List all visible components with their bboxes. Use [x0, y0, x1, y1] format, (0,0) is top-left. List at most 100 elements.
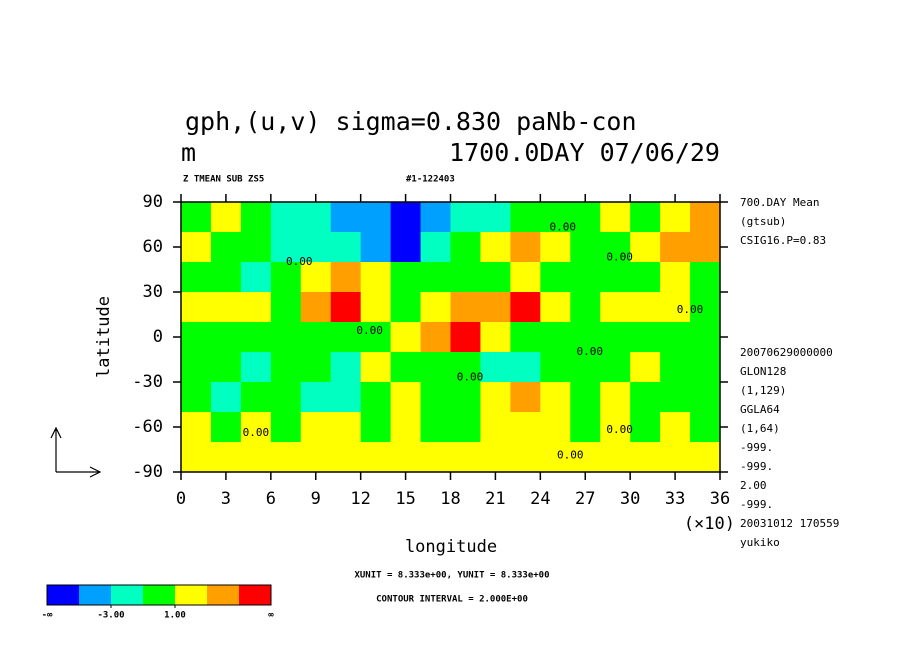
- field-cell: [510, 382, 541, 413]
- field-cell: [480, 352, 511, 383]
- field-cell: [510, 412, 541, 443]
- field-cell: [600, 412, 631, 443]
- field-cell: [181, 292, 212, 323]
- field-cell: [390, 262, 422, 293]
- field-cell: [600, 322, 631, 353]
- contour-label: 0.00: [606, 423, 633, 436]
- field-cell: [510, 232, 541, 263]
- x-tick-label: 27: [575, 489, 595, 509]
- field-cell: [690, 202, 721, 233]
- y-axis-label: latitude: [94, 296, 114, 378]
- field-cell: [210, 202, 242, 233]
- field-cell: [450, 262, 481, 293]
- field-cell: [210, 322, 242, 353]
- units: m: [181, 138, 196, 167]
- field-cell: [330, 412, 362, 443]
- field-cell: [450, 232, 481, 263]
- info-text: (1,129): [740, 384, 786, 397]
- field-cell: [690, 352, 721, 383]
- field-cell: [360, 262, 392, 293]
- field-cell: [360, 292, 392, 323]
- field-cell: [600, 382, 631, 413]
- field-cell: [181, 232, 212, 263]
- field-cell: [540, 262, 571, 293]
- field-cell: [630, 322, 661, 353]
- field-cell: [480, 412, 511, 443]
- field-cell: [270, 352, 302, 383]
- field-cell: [270, 232, 302, 263]
- field-cell: [660, 232, 691, 263]
- field-cell: [540, 382, 571, 413]
- field-cell: [570, 232, 601, 263]
- info-text: -999.: [740, 498, 773, 511]
- x-tick-label: 12: [350, 489, 370, 509]
- field-cell: [600, 292, 631, 323]
- colorbar-label: 1.00: [164, 611, 186, 621]
- contour-label: 0.00: [677, 303, 704, 316]
- field-cell: [690, 412, 721, 443]
- x-tick-label: 18: [440, 489, 460, 509]
- field-cell: [570, 202, 601, 233]
- info-text: 20031012 170559: [740, 517, 839, 530]
- field-cell: [540, 352, 571, 383]
- field-cell: [690, 322, 721, 353]
- field-cell: [210, 382, 242, 413]
- field-cell: [360, 382, 392, 413]
- field-cell: [300, 352, 332, 383]
- field-cell: [540, 322, 571, 353]
- field-cell: [570, 382, 601, 413]
- colorbar-frame: [46, 584, 272, 606]
- field-cell: [240, 412, 272, 443]
- field-cell: [420, 202, 451, 233]
- field-cell: [420, 262, 451, 293]
- field-cell: [181, 442, 212, 473]
- field-cell: [300, 382, 332, 413]
- field-cell: [270, 262, 302, 293]
- field-cell: [660, 322, 691, 353]
- x-multiplier: (×10): [684, 514, 735, 534]
- info-text: yukiko: [740, 536, 780, 549]
- info-text: 20070629000000: [740, 346, 833, 359]
- field-cell: [660, 262, 691, 293]
- field-cell: [420, 232, 451, 263]
- field-cell: [240, 232, 272, 263]
- field-cell: [690, 262, 721, 293]
- x-tick-label: 15: [395, 489, 415, 509]
- field-cell: [330, 262, 362, 293]
- field-cell: [420, 322, 451, 353]
- colorbar-box: [175, 585, 207, 605]
- field-cell: [480, 232, 511, 263]
- field-cell: [480, 322, 511, 353]
- field-cell: [300, 322, 332, 353]
- field-cell: [600, 262, 631, 293]
- field-cell: [270, 412, 302, 443]
- y-tick-label: 0: [153, 327, 163, 347]
- field-cell: [450, 412, 481, 443]
- info-text: 700.DAY Mean: [740, 196, 819, 209]
- x-tick-label: 33: [665, 489, 685, 509]
- field-cell: [360, 322, 392, 353]
- field-cell: [570, 292, 601, 323]
- y-tick-label: 90: [143, 192, 163, 212]
- field-cell: [630, 352, 661, 383]
- contour-label: 0.00: [243, 426, 270, 439]
- field-cell: [181, 352, 212, 383]
- field-cell: [630, 232, 661, 263]
- field-cell: [450, 442, 481, 473]
- field-cell: [181, 262, 212, 293]
- chart-title: gph,(u,v) sigma=0.830 paNb-con: [185, 107, 637, 136]
- field-cell: [600, 202, 631, 233]
- field-cell: [240, 442, 272, 473]
- x-tick-label: 21: [485, 489, 505, 509]
- contour-label: 0.00: [606, 251, 633, 264]
- field-cell: [540, 202, 571, 233]
- field-cell: [210, 262, 242, 293]
- field-cell: [510, 262, 541, 293]
- field-cell: [480, 202, 511, 233]
- info-text: 2.00: [740, 479, 767, 492]
- field-cell: [510, 352, 541, 383]
- field-cell: [330, 442, 362, 473]
- colorbar-box: [143, 585, 175, 605]
- colorbar-box: [47, 585, 79, 605]
